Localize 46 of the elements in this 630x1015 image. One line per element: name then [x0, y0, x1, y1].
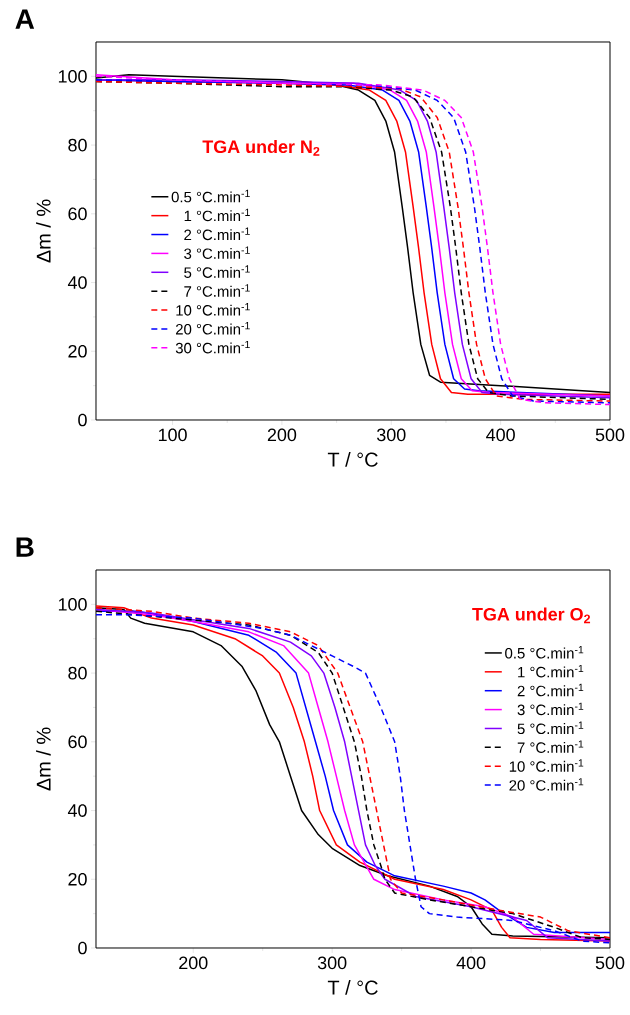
- y-tick-label: 40: [67, 276, 87, 289]
- legend-label: 0.5 °C.min$^{-1}$: [171, 189, 250, 203]
- y-tick-label: 100: [58, 69, 87, 83]
- chart-title: B: [16, 537, 34, 557]
- annotation: TGA under N$_{2}$: [202, 139, 320, 156]
- x-axis-title: T / °C: [327, 452, 378, 467]
- y-tick-label: 0: [78, 413, 87, 427]
- chart-title: A: [15, 9, 35, 29]
- legend-label: 3 °C.min$^{-1}$: [184, 246, 250, 260]
- legend-label: 7 °C.min$^{-1}$: [517, 740, 584, 753]
- y-axis-title: Δm / %: [36, 727, 51, 791]
- legend-label: 1 °C.min$^{-1}$: [518, 664, 584, 678]
- legend-label: 10 °C.min$^{-1}$: [509, 759, 584, 772]
- x-tick-label: 300: [377, 428, 406, 442]
- legend-label: 7 °C.min$^{-1}$: [184, 284, 250, 297]
- y-tick-label: 0: [78, 941, 87, 955]
- y-tick-label: 20: [68, 344, 87, 358]
- legend-label: 1 °C.min$^{-1}$: [184, 208, 250, 222]
- legend-label: 5 °C.min$^{-1}$: [184, 265, 250, 278]
- y-tick-label: 60: [68, 735, 87, 749]
- x-tick-label: 300: [317, 956, 347, 970]
- x-tick-label: 500: [595, 956, 625, 970]
- y-tick-label: 20: [68, 872, 87, 886]
- legend-label: 30 °C.min$^{-1}$: [175, 340, 250, 354]
- legend-label: 20 °C.min$^{-1}$: [175, 322, 250, 335]
- annotation: TGA under O$_{2}$: [472, 607, 591, 624]
- x-tick-label: 200: [179, 956, 208, 970]
- legend-label: 0.5 °C.min$^{-1}$: [505, 646, 584, 659]
- legend-label: 10 °C.min$^{-1}$: [176, 303, 250, 316]
- legend-label: 2 °C.min$^{-1}$: [184, 227, 250, 241]
- legend-label: 2 °C.min$^{-1}$: [517, 683, 584, 697]
- x-axis-title: T / °C: [327, 980, 378, 995]
- legend-label: 20 °C.min$^{-1}$: [509, 778, 584, 791]
- y-axis-title: Δm / %: [36, 199, 51, 263]
- y-tick-label: 40: [67, 804, 87, 817]
- y-tick-label: 80: [68, 138, 87, 152]
- x-tick-label: 400: [456, 956, 486, 970]
- legend-label: 3 °C.min$^{-1}$: [517, 702, 584, 716]
- legend-label: 5 °C.min$^{-1}$: [517, 721, 584, 735]
- y-tick-label: 80: [68, 666, 87, 680]
- x-tick-label: 100: [158, 428, 187, 442]
- y-tick-label: 100: [58, 598, 87, 611]
- y-tick-label: 60: [68, 207, 87, 221]
- x-tick-label: 400: [486, 428, 515, 442]
- x-tick-label: 200: [267, 428, 297, 442]
- x-tick-label: 500: [595, 428, 625, 442]
